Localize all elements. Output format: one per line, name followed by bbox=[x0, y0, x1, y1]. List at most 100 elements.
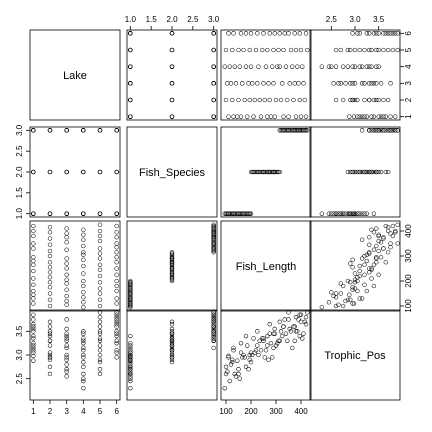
point-2-0-76 bbox=[114, 296, 119, 301]
point-2-0-35 bbox=[64, 277, 69, 282]
point-3-2-38 bbox=[266, 357, 271, 362]
point-3-2-82 bbox=[267, 322, 272, 327]
point-0-2-27 bbox=[291, 97, 296, 103]
point-3-0-89 bbox=[114, 314, 119, 320]
point-3-2-80 bbox=[255, 329, 260, 334]
point-1-2-86 bbox=[286, 128, 291, 133]
point-1-3-39 bbox=[359, 169, 365, 175]
point-2-0-58 bbox=[81, 232, 86, 237]
point-2-0-42 bbox=[64, 235, 69, 240]
point-3-1-39 bbox=[169, 345, 175, 351]
point-3-0-11 bbox=[31, 317, 36, 322]
point-2-3-45 bbox=[319, 305, 325, 310]
point-1-3-73 bbox=[385, 128, 391, 133]
point-1-2-74 bbox=[305, 128, 310, 133]
point-2-0-8 bbox=[31, 258, 36, 264]
point-3-0-79 bbox=[114, 350, 119, 355]
point-2-0-74 bbox=[97, 222, 103, 227]
point-3-0-53 bbox=[81, 355, 86, 360]
point-2-0-60 bbox=[97, 303, 103, 309]
point-3-2-31 bbox=[228, 362, 234, 367]
point-0-3-89 bbox=[390, 31, 396, 36]
point-2-1-79 bbox=[128, 278, 133, 284]
point-3-0-28 bbox=[47, 333, 53, 339]
point-0-3-1 bbox=[359, 114, 365, 119]
point-3-0-23 bbox=[47, 331, 53, 336]
point-1-2-77 bbox=[238, 211, 244, 216]
point-1-3-88 bbox=[393, 128, 398, 133]
point-3-1-45 bbox=[128, 385, 133, 391]
point-2-0-55 bbox=[81, 250, 86, 255]
point-0-3-65 bbox=[357, 47, 362, 53]
point-2-0-5 bbox=[31, 276, 36, 281]
point-3-2-62 bbox=[236, 367, 241, 372]
point-2-3-52 bbox=[357, 263, 362, 269]
point-0-3-83 bbox=[374, 31, 379, 36]
point-1-2-79 bbox=[248, 211, 254, 216]
point-3-1-56 bbox=[211, 331, 216, 336]
point-1-3-64 bbox=[348, 211, 353, 216]
point-0-3-73 bbox=[385, 47, 391, 53]
point-0-2-36 bbox=[255, 81, 260, 86]
point-0-3-12 bbox=[376, 114, 381, 119]
point-0-3-28 bbox=[371, 97, 377, 103]
point-3-2-74 bbox=[305, 310, 310, 315]
point-1-3-83 bbox=[374, 169, 379, 175]
left-tick-label-fish-species-0: 1.0 bbox=[15, 208, 24, 220]
point-2-1-63 bbox=[128, 286, 133, 291]
point-3-0-6 bbox=[31, 348, 36, 353]
point-0-3-39 bbox=[359, 81, 365, 86]
point-0-1-9 bbox=[169, 114, 175, 119]
point-2-3-40 bbox=[371, 247, 377, 252]
point-3-2-63 bbox=[241, 352, 246, 358]
point-2-3-9 bbox=[378, 255, 384, 260]
point-1-3-20 bbox=[355, 169, 360, 175]
point-1-3-38 bbox=[348, 169, 353, 175]
point-0-2-3 bbox=[238, 114, 244, 119]
point-0-2-57 bbox=[290, 64, 295, 69]
point-0-2-61 bbox=[230, 47, 235, 53]
panel-frame-3-3 bbox=[309, 309, 401, 401]
point-3-0-74 bbox=[97, 310, 103, 315]
panel-frame-2-1 bbox=[126, 220, 218, 312]
point-1-3-71 bbox=[376, 128, 381, 133]
point-2-3-48 bbox=[329, 290, 334, 295]
point-0-3-20 bbox=[355, 97, 360, 103]
point-0-3-16 bbox=[348, 97, 353, 103]
point-0-1-4 bbox=[128, 114, 133, 119]
point-3-0-57 bbox=[81, 345, 86, 351]
point-2-0-85 bbox=[114, 245, 119, 250]
point-2-0-80 bbox=[114, 272, 119, 277]
point-3-0-45 bbox=[81, 385, 86, 391]
panel-frame-3-1 bbox=[126, 309, 218, 401]
point-0-2-12 bbox=[293, 114, 299, 119]
point-3-0-19 bbox=[47, 352, 53, 358]
point-3-0-15 bbox=[47, 364, 53, 370]
point-3-0-76 bbox=[114, 348, 119, 353]
point-2-0-4 bbox=[31, 282, 36, 287]
point-1-3-50 bbox=[345, 169, 351, 175]
point-2-3-21 bbox=[367, 270, 372, 275]
point-3-2-0 bbox=[226, 353, 231, 359]
point-2-3-8 bbox=[364, 258, 370, 264]
point-3-1-82 bbox=[169, 322, 175, 327]
point-1-3-62 bbox=[338, 211, 343, 216]
point-3-0-16 bbox=[47, 357, 53, 362]
point-3-2-71 bbox=[288, 329, 294, 334]
bottom-tick-label-fish-length-2: 300 bbox=[269, 407, 283, 416]
bottom-tick-label-lake-2: 3 bbox=[64, 407, 69, 416]
point-3-2-34 bbox=[246, 367, 251, 372]
point-3-0-34 bbox=[64, 367, 69, 372]
point-1-0-74 bbox=[97, 128, 103, 133]
point-0-3-53 bbox=[350, 64, 355, 69]
point-3-0-35 bbox=[64, 352, 69, 358]
point-3-2-5 bbox=[251, 336, 256, 341]
point-1-3-87 bbox=[381, 128, 386, 133]
point-3-0-63 bbox=[97, 352, 103, 358]
point-0-3-47 bbox=[333, 64, 339, 69]
point-3-1-88 bbox=[211, 312, 216, 317]
point-2-3-61 bbox=[345, 297, 351, 302]
point-3-2-21 bbox=[257, 338, 262, 343]
point-2-3-7 bbox=[371, 262, 377, 267]
point-0-1-64 bbox=[128, 47, 133, 53]
